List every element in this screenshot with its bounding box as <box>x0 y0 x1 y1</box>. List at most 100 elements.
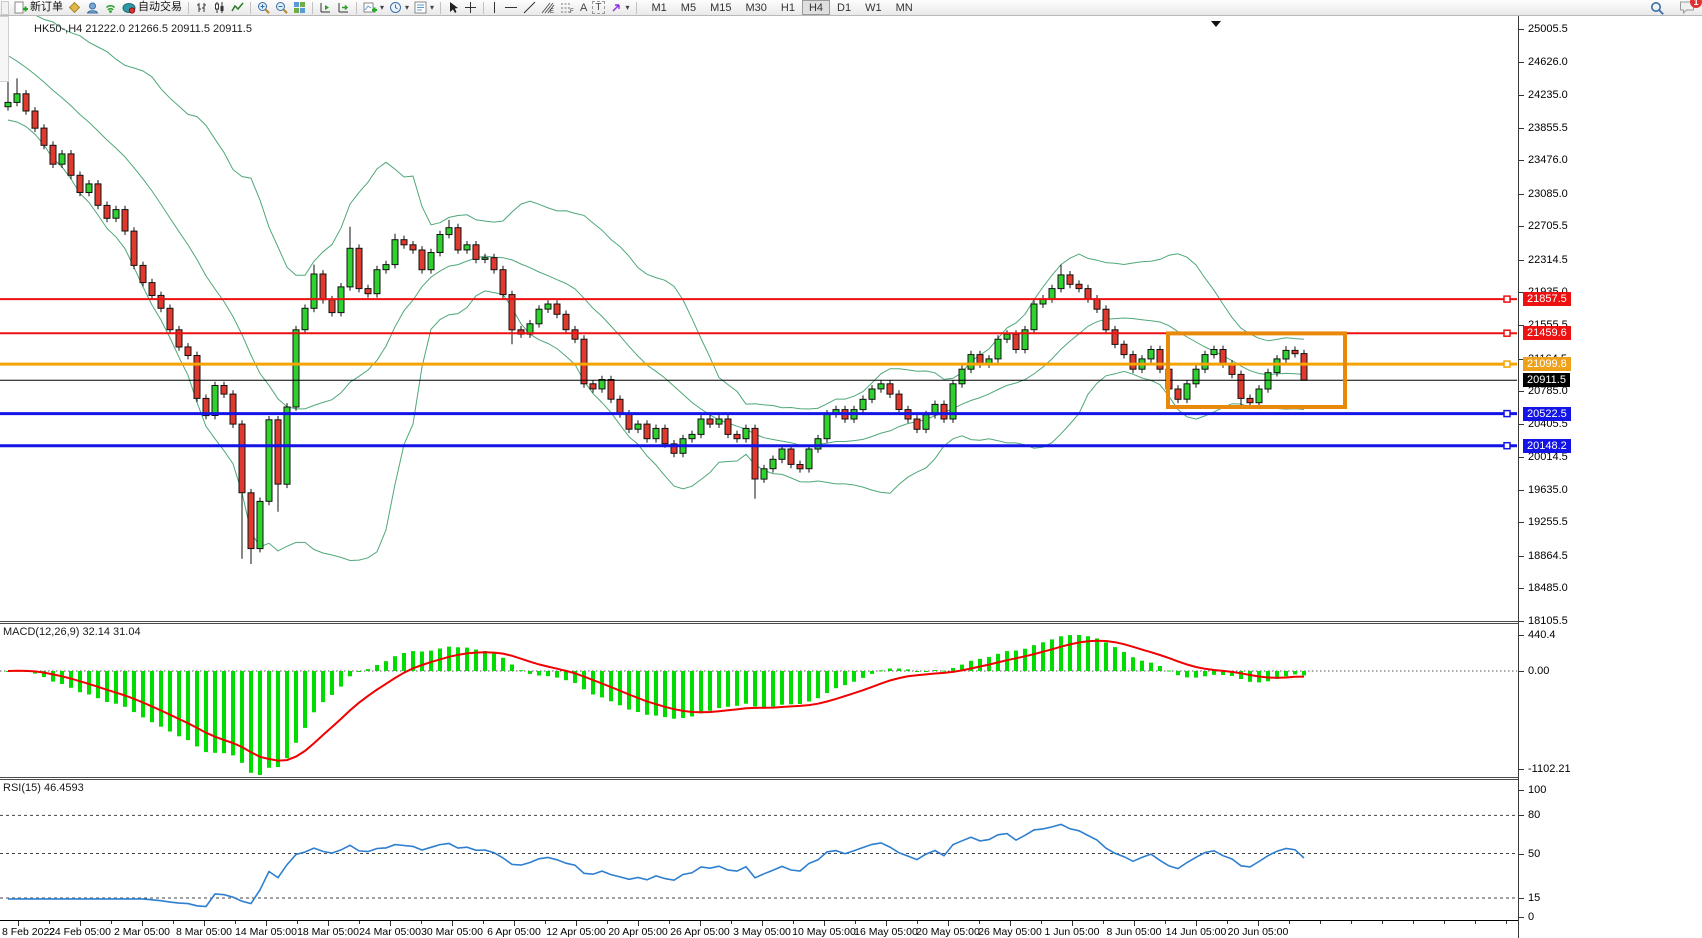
time-axis[interactable]: 8 Feb 2022 24 Feb 05:00 2 Mar 05:00 8 Mar 0… <box>0 920 1518 938</box>
horizontal-price-lines[interactable] <box>0 295 1517 450</box>
timeframe-button-MN[interactable]: MN <box>895 2 913 14</box>
text-label-tool-button[interactable]: T <box>590 0 606 15</box>
text-tool-icon: A <box>580 1 588 14</box>
timeframe-button-M1[interactable]: M1 <box>651 2 667 14</box>
vertical-line-tool-button[interactable] <box>488 0 501 15</box>
signal-icon <box>105 5 116 13</box>
date-label: 26 May 05:00 <box>978 926 1042 938</box>
template-button[interactable]: ▾ <box>412 0 436 15</box>
timeframe-toolbar: M1 M5 M15 M30 H1 H4 D1 W1 MN <box>645 0 920 15</box>
toolbar-separator <box>250 1 251 14</box>
time-axis-major-tick <box>142 921 143 926</box>
rsi-pane[interactable] <box>0 780 1518 919</box>
price-tick-label: 22705.5 <box>1528 220 1568 232</box>
arrows-icon <box>612 4 620 12</box>
profiles-button[interactable] <box>84 0 101 15</box>
macd-pane[interactable] <box>0 624 1518 777</box>
bar-chart-icon <box>197 3 206 12</box>
timeframe-button-D1[interactable]: D1 <box>837 2 852 14</box>
signal-button[interactable] <box>102 0 119 15</box>
date-label: 30 Mar 05:00 <box>421 926 483 938</box>
notifications-button[interactable]: 1 <box>1679 0 1702 17</box>
time-axis-tick <box>731 921 732 924</box>
price-line-badge[interactable]: 21099.8 <box>1523 357 1571 371</box>
notification-badge: 1 <box>1690 0 1702 8</box>
rsi-axis-tick <box>1519 854 1524 855</box>
price-tick-label: 18864.5 <box>1528 550 1568 562</box>
time-axis-tick <box>359 921 360 924</box>
price-line-badge[interactable]: 20148.2 <box>1523 439 1571 453</box>
cursor-tool-button[interactable] <box>445 0 461 15</box>
price-axis-tick <box>1519 29 1524 30</box>
add-indicator-button[interactable]: ▾ <box>361 0 386 15</box>
rsi-axis-tick <box>1519 815 1524 816</box>
auto-scroll-button[interactable] <box>335 0 352 15</box>
dropdown-caret-icon: ▾ <box>625 3 630 12</box>
price-line-badge[interactable]: 21857.5 <box>1523 292 1571 306</box>
time-axis-tick <box>1413 921 1414 924</box>
time-axis-major-tick <box>18 921 19 926</box>
price-line-badge[interactable]: 20911.5 <box>1523 373 1570 387</box>
time-axis-tick <box>483 921 484 924</box>
price-tick-label: 24626.0 <box>1528 56 1568 68</box>
price-tick-label: 18485.0 <box>1528 582 1568 594</box>
timeframe-button-M30[interactable]: M30 <box>745 2 767 14</box>
time-axis-major-tick <box>390 921 391 926</box>
time-axis-major-tick <box>576 921 577 926</box>
tile-windows-icon <box>294 2 305 13</box>
timeframe-button-W1[interactable]: W1 <box>865 2 882 14</box>
timeframe-button-M5[interactable]: M5 <box>680 2 697 14</box>
toolbar-grip[interactable] <box>1 0 9 15</box>
new-order-button[interactable]: 新订单 <box>12 0 65 15</box>
price-tick-label: 20014.5 <box>1528 451 1568 463</box>
search-icon[interactable] <box>1650 1 1665 16</box>
price-axis-tick <box>1519 160 1524 161</box>
horizontal-line-tool-button[interactable] <box>502 0 520 15</box>
main-chart-pane[interactable] <box>0 16 1518 622</box>
time-axis-major-tick <box>824 921 825 926</box>
time-axis-tick <box>1041 921 1042 924</box>
period-button[interactable]: ▾ <box>387 0 411 15</box>
price-tick-label: 24235.0 <box>1528 89 1568 101</box>
price-axis[interactable]: 25005.5 24626.0 24235.0 23855.5 23476.0 23085… <box>1518 16 1702 938</box>
time-axis-tick <box>1289 921 1290 924</box>
crosshair-tool-button[interactable] <box>462 0 479 15</box>
rectangle-annotation[interactable] <box>1166 331 1347 409</box>
docked-panel-edge[interactable] <box>0 16 9 82</box>
panel-separator[interactable] <box>0 777 1518 780</box>
bollinger-bands <box>7 16 1305 562</box>
candlestick-chart-type-button[interactable] <box>211 0 228 15</box>
zoom-in-button[interactable] <box>255 0 272 15</box>
zoom-in-icon <box>258 2 270 14</box>
trendline-icon <box>523 1 536 14</box>
time-axis-major-tick <box>266 921 267 926</box>
chart-shift-marker[interactable] <box>1211 21 1221 27</box>
time-axis-tick <box>669 921 670 924</box>
zoom-out-button[interactable] <box>273 0 290 15</box>
time-axis-tick <box>793 921 794 924</box>
time-axis-major-tick <box>204 921 205 926</box>
rsi-axis-label: 50 <box>1528 848 1541 860</box>
chart-symbol-label: HK50-,H4 21222.0 21266.5 20911.5 20911.5 <box>34 23 252 35</box>
time-axis-major-tick <box>452 921 453 926</box>
timeframe-button-H4[interactable]: H4 <box>801 0 831 15</box>
fibonacci-tool-button[interactable]: F <box>558 0 577 15</box>
price-line-badge[interactable]: 20522.5 <box>1523 407 1571 421</box>
timeframe-button-M15[interactable]: M15 <box>710 2 732 14</box>
panel-separator[interactable] <box>0 621 1518 624</box>
timeframe-button-H1[interactable]: H1 <box>780 2 795 14</box>
time-axis-tick <box>1227 921 1228 924</box>
trendline-tool-button[interactable] <box>521 0 538 15</box>
tile-windows-button[interactable] <box>291 0 308 15</box>
candlesticks <box>4 78 1308 564</box>
line-chart-type-button[interactable] <box>229 0 246 15</box>
arrows-tool-button[interactable]: ▾ <box>608 0 632 15</box>
chart-shift-button[interactable] <box>317 0 334 15</box>
channel-tool-button[interactable]: E <box>539 0 557 15</box>
macd-indicator <box>0 635 1517 775</box>
price-line-badge[interactable]: 21459.6 <box>1523 326 1571 340</box>
bar-chart-type-button[interactable] <box>193 0 210 15</box>
eraser-button[interactable] <box>66 0 83 15</box>
autotrade-button[interactable]: 自动交易 <box>120 0 184 15</box>
text-tool-button[interactable]: A <box>578 0 589 15</box>
